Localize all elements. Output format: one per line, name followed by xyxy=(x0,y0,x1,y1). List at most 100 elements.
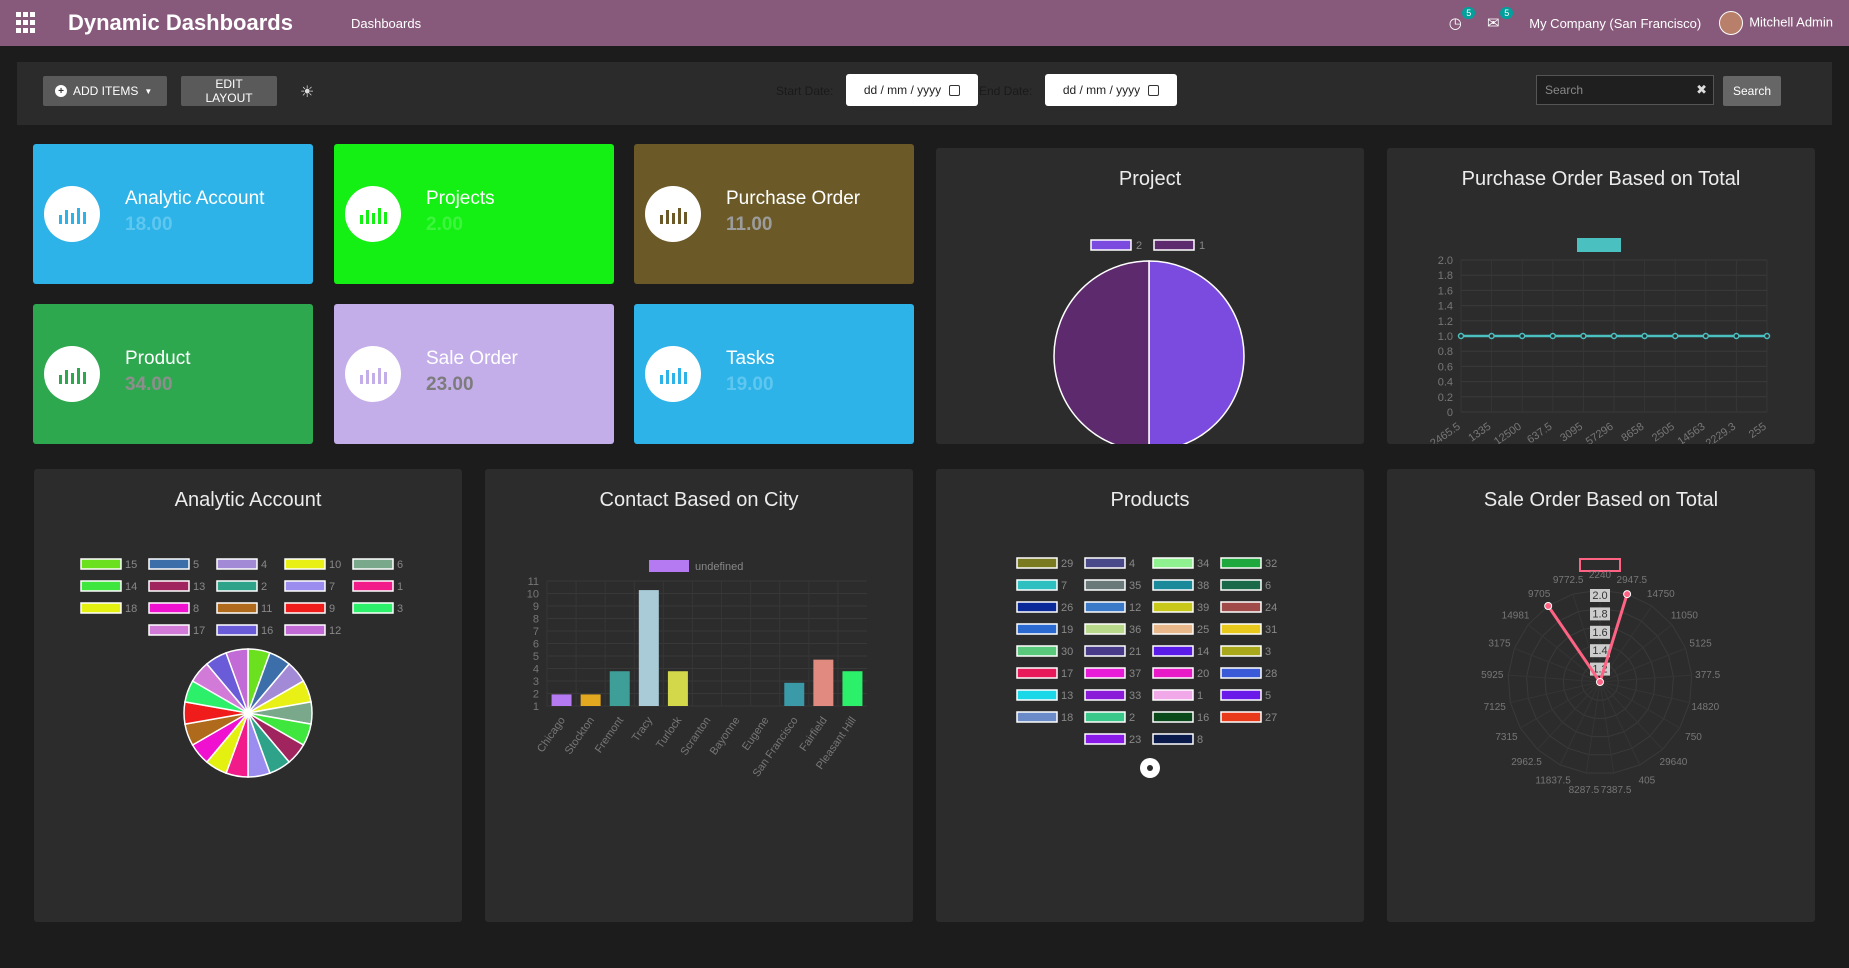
legend-label: 15 xyxy=(125,559,137,571)
legend-swatch xyxy=(1152,579,1194,591)
legend-swatch xyxy=(1220,557,1262,569)
app-title[interactable]: Dynamic Dashboards xyxy=(68,10,293,35)
radar-label: 11837.5 xyxy=(1535,775,1571,786)
legend-swatch xyxy=(284,580,326,592)
data-point xyxy=(1518,332,1526,340)
data-point xyxy=(1671,332,1679,340)
x-tick-label: 637.5 xyxy=(1525,421,1554,444)
tile-value: 34.00 xyxy=(125,374,173,395)
legend-label: 14 xyxy=(1197,646,1209,658)
legend-label: 12 xyxy=(1129,602,1141,614)
clear-icon[interactable]: ✖ xyxy=(1696,82,1707,97)
card-purchase[interactable]: Purchase Order Based on Total 2.0 1.8 1.6 1… xyxy=(1387,148,1815,444)
legend-label: 3 xyxy=(1265,646,1271,658)
clock-icon[interactable]: ◷ 5 xyxy=(1445,7,1476,33)
legend-swatch xyxy=(352,558,394,570)
radar-tick-bg xyxy=(1590,607,1610,621)
legend-swatch xyxy=(284,558,326,570)
y-tick-label: 2.0 xyxy=(1438,255,1453,267)
legend-label: 2 xyxy=(261,581,267,593)
legend-swatch xyxy=(1090,239,1132,251)
radar-spoke xyxy=(1510,681,1601,703)
company-switcher[interactable]: My Company (San Francisco) xyxy=(1529,15,1702,31)
tile-card[interactable]: Projects 2.00 xyxy=(334,144,614,284)
add-items-button[interactable]: + ADD ITEMS ▼ xyxy=(43,76,167,106)
tile-card[interactable]: Product 34.00 xyxy=(33,304,313,444)
legend-swatch xyxy=(1220,667,1262,679)
menu-dashboards[interactable]: Dashboards xyxy=(350,15,422,31)
start-date-input[interactable]: dd / mm / yyyy xyxy=(846,74,978,106)
legend-swatch xyxy=(1152,601,1194,613)
avatar xyxy=(1719,11,1744,35)
radar-label: 9705 xyxy=(1528,589,1551,600)
legend-label: 8 xyxy=(193,603,199,615)
legend-swatch xyxy=(1220,579,1262,591)
data-point xyxy=(1733,332,1740,340)
search-input[interactable]: Search ✖ xyxy=(1536,75,1714,105)
legend-swatch xyxy=(1016,711,1058,723)
legend-label: 14 xyxy=(125,581,137,593)
card-contact[interactable]: Contact Based on City undefined 11 10 9 8 7 6 5… xyxy=(485,469,913,922)
legend-swatch xyxy=(1016,667,1058,679)
apps-menu-icon[interactable] xyxy=(16,12,38,34)
user-menu[interactable]: Mitchell Admin xyxy=(1719,11,1833,35)
data-point xyxy=(1580,332,1587,340)
radar-label: 14820 xyxy=(1691,702,1719,713)
legend-label: 8 xyxy=(1197,734,1203,746)
plus-icon: + xyxy=(55,85,67,97)
end-date-label: End Date: xyxy=(979,84,1033,98)
legend-label: 17 xyxy=(1061,668,1073,680)
radar-label: 9772.5 xyxy=(1553,575,1584,586)
legend-swatch xyxy=(1084,579,1126,591)
y-tick-label: 1.6 xyxy=(1438,285,1453,297)
theme-toggle-icon[interactable]: ☀ xyxy=(300,84,315,101)
legend-label: 25 xyxy=(1197,624,1209,636)
calendar-icon[interactable] xyxy=(1148,84,1160,96)
edit-layout-button[interactable]: EDIT LAYOUT xyxy=(181,76,277,106)
radar-spoke xyxy=(1599,681,1690,703)
pie-slice xyxy=(1053,260,1150,444)
legend-label: 27 xyxy=(1265,712,1277,724)
search-button[interactable]: Search xyxy=(1723,76,1781,106)
legend-label: 5 xyxy=(193,559,199,571)
tile-value: 11.00 xyxy=(726,214,773,235)
card-sale[interactable]: Sale Order Based on Total 2240 2947.5 1475… xyxy=(1387,469,1815,922)
x-tick-label: 57296 xyxy=(1584,421,1616,444)
user-name: Mitchell Admin xyxy=(1749,14,1833,30)
x-tick-label: 12500 xyxy=(1492,421,1524,444)
bar xyxy=(667,671,688,706)
radar-tick-bg xyxy=(1590,644,1610,658)
legend-label: 24 xyxy=(1265,602,1277,614)
tile-title: Projects xyxy=(426,188,495,209)
chat-icon[interactable]: ✉ 5 xyxy=(1483,7,1514,33)
radar-spoke xyxy=(1520,681,1601,729)
radar-label: 5125 xyxy=(1689,639,1712,650)
legend-swatch xyxy=(216,624,258,636)
tile-value: 2.00 xyxy=(426,214,463,235)
legend-label: 18 xyxy=(1061,712,1073,724)
legend-label: 4 xyxy=(1129,558,1135,570)
radar-grid xyxy=(1526,607,1674,756)
legend-label: 21 xyxy=(1129,646,1141,658)
radar-label: 377.5 xyxy=(1695,670,1720,681)
end-date-input[interactable]: dd / mm / yyyy xyxy=(1045,74,1177,106)
tile-card[interactable]: Purchase Order 11.00 xyxy=(634,144,914,284)
tile-card[interactable]: Analytic Account 18.00 xyxy=(33,144,313,284)
legend-label: 2 xyxy=(1129,712,1135,724)
tile-card[interactable]: Tasks 19.00 xyxy=(634,304,914,444)
legend-swatch xyxy=(1084,623,1126,635)
legend-label: 39 xyxy=(1197,602,1209,614)
legend-swatch xyxy=(1084,733,1126,745)
y-tick-label: 6 xyxy=(533,639,539,651)
tile-card[interactable]: Sale Order 23.00 xyxy=(334,304,614,444)
legend-swatch xyxy=(1084,667,1126,679)
analytic-pie-chart: 15 5 4 10 6 14 13 2 7 1 18 8 11 9 3 17 16 12 xyxy=(80,558,403,778)
radar-label: 29640 xyxy=(1660,757,1688,768)
legend-swatch xyxy=(216,558,258,570)
chart-bar-icon xyxy=(645,186,701,242)
card-analytic[interactable]: Analytic Account 15 5 4 10 6 14 13 2 7 1 18 8 11 9 3 17… xyxy=(34,469,462,922)
card-products[interactable]: Products 29 4 34 32 7 35 38 6 26 12 39 24 19 36 25 31 30… xyxy=(936,469,1364,922)
calendar-icon[interactable] xyxy=(949,84,961,96)
radar-tick-label: 1.8 xyxy=(1592,608,1607,620)
